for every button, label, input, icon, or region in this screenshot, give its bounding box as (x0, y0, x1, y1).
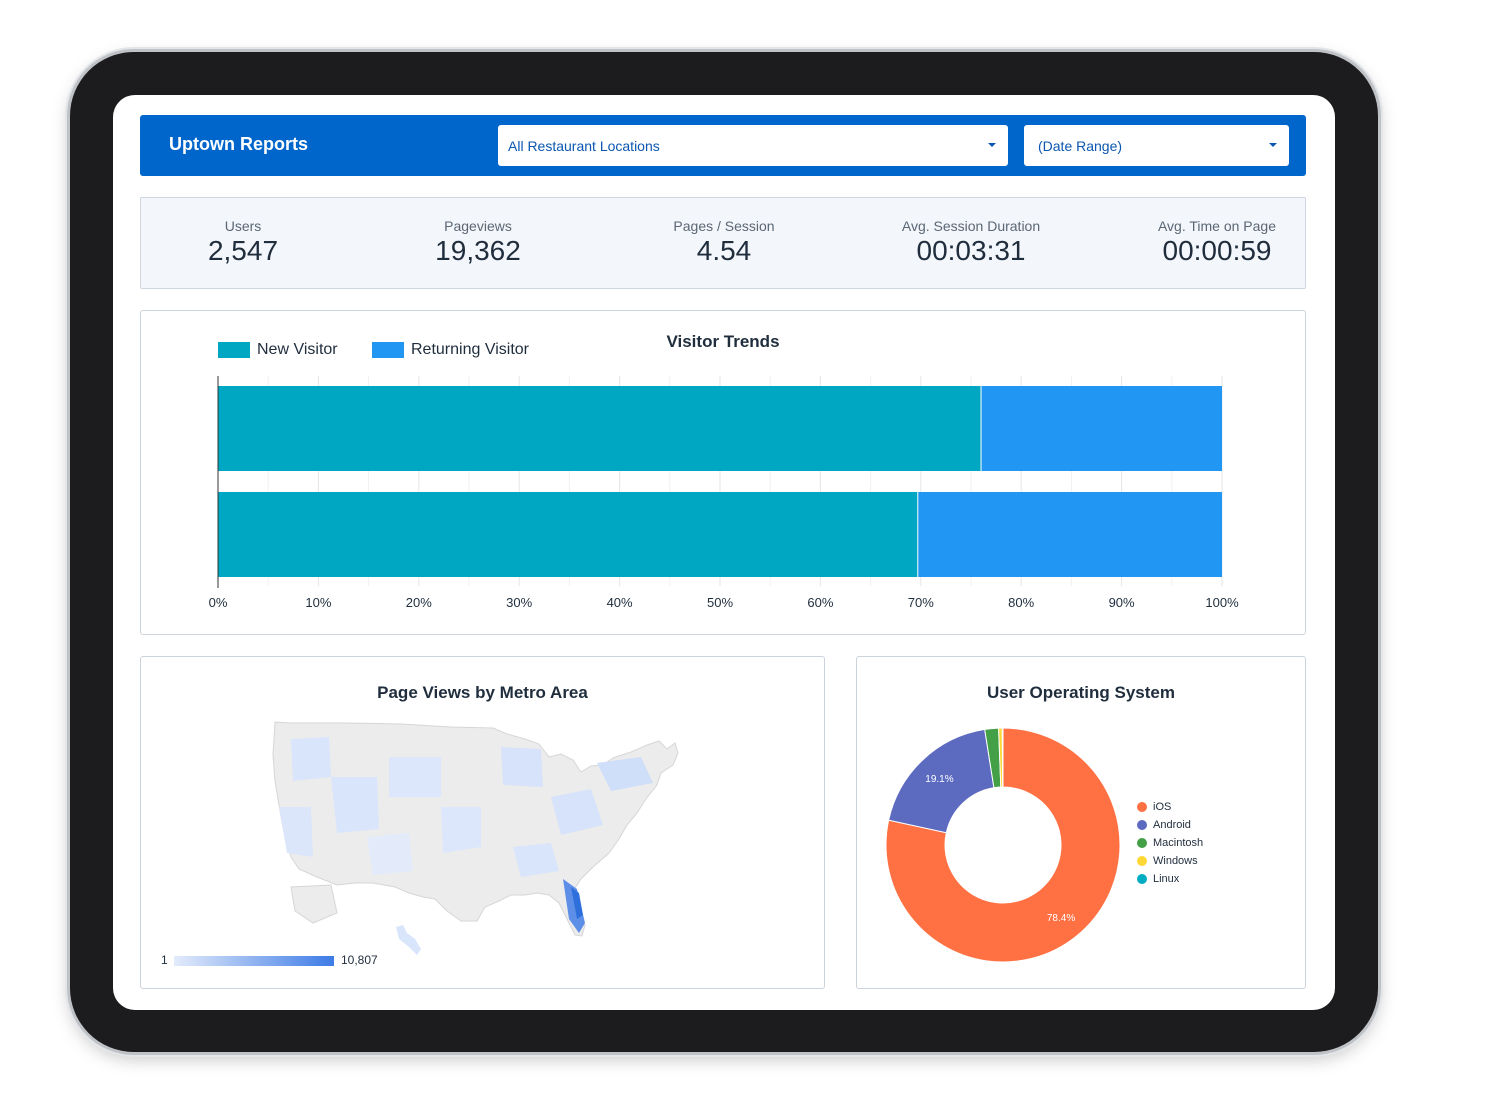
caret-down-icon (1269, 143, 1277, 147)
kpi-label: Pageviews (444, 218, 512, 234)
slice-ios[interactable] (885, 727, 1121, 963)
legend-item-macintosh[interactable]: Macintosh (1137, 837, 1203, 849)
kpi-value: 4.54 (696, 235, 752, 266)
legend-dot-android (1137, 820, 1147, 830)
kpi-value: 00:00:59 (1162, 235, 1272, 266)
legend-item-android[interactable]: Android (1137, 819, 1191, 831)
legend-label-android: Android (1153, 819, 1191, 831)
legend-dot-linux (1137, 874, 1147, 884)
visitor-trends-card: Visitor Trends New Visitor Returning Vis… (140, 310, 1306, 635)
x-tick-label: 20% (406, 595, 432, 610)
kpi-label: Avg. Session Duration (901, 218, 1041, 234)
legend-swatch-new-visitor (218, 342, 250, 358)
x-tick-label: 50% (707, 595, 733, 610)
legend-dot-macintosh (1137, 838, 1147, 848)
slice-linux[interactable] (1001, 727, 1004, 788)
chart-title: Visitor Trends (666, 332, 780, 351)
us-map-shape (272, 721, 679, 955)
kpi-pageviews: Pageviews 19,362 (378, 218, 578, 267)
legend-swatch-returning-visitor (372, 342, 404, 358)
date-range-dropdown[interactable]: (Date Range) (1024, 125, 1289, 166)
legend-label-new-visitor[interactable]: New Visitor (257, 341, 338, 358)
chart-title: User Operating System (986, 683, 1175, 702)
slice-label: 78.4% (1047, 913, 1075, 924)
kpi-panel: Users 2,547 Pageviews 19,362 Pages / Ses… (140, 197, 1306, 289)
legend-dot-windows (1137, 856, 1147, 866)
legend-item-linux[interactable]: Linux (1137, 873, 1179, 885)
legend-label-returning-visitor[interactable]: Returning Visitor (411, 341, 529, 358)
scale-max-label: 10,807 (341, 953, 378, 967)
location-dropdown[interactable]: All Restaurant Locations (498, 125, 1008, 166)
kpi-users: Users 2,547 (143, 218, 343, 267)
bar-new-visitor[interactable] (218, 492, 918, 577)
kpi-label: Users (224, 218, 262, 234)
bar-returning-visitor[interactable] (981, 386, 1222, 471)
x-tick-label: 100% (1205, 595, 1239, 610)
kpi-label: Avg. Time on Page (1157, 218, 1277, 234)
kpi-value: 2,547 (207, 235, 279, 266)
location-dropdown-label: All Restaurant Locations (508, 137, 660, 154)
slice-android[interactable] (888, 728, 995, 834)
kpi-avg-time-on-page: Avg. Time on Page 00:00:59 (1117, 218, 1317, 267)
x-tick-label: 10% (305, 595, 331, 610)
slice-label: 19.1% (925, 774, 953, 785)
caret-down-icon (988, 143, 996, 147)
legend-item-windows[interactable]: Windows (1137, 855, 1198, 867)
legend-dot-ios (1137, 802, 1147, 812)
x-tick-label: 90% (1109, 595, 1135, 610)
os-card: User Operating System 78.4% 19.1% iOS And… (856, 656, 1306, 989)
x-tick-label: 60% (807, 595, 833, 610)
legend-label-windows: Windows (1153, 855, 1198, 867)
legend-label-linux: Linux (1153, 873, 1180, 885)
legend-label-macintosh: Macintosh (1153, 837, 1204, 849)
x-tick-label: 80% (1008, 595, 1034, 610)
os-donut-chart[interactable]: 78.4% 19.1% (857, 657, 1305, 988)
us-metro-map[interactable]: 1 10,807 (141, 657, 824, 988)
kpi-avg-session-duration: Avg. Session Duration 00:03:31 (871, 218, 1071, 267)
kpi-value: 00:03:31 (916, 235, 1026, 266)
legend-label-ios: iOS (1153, 801, 1172, 813)
bar-new-visitor[interactable] (218, 386, 982, 471)
color-scale-bar (174, 956, 334, 966)
dashboard-screen: Uptown Reports All Restaurant Locations … (113, 95, 1335, 1010)
visitor-trends-chart: 0% 10% 20% 30% 40% 50% 60% 70% 80% 90% 100% (209, 376, 1239, 610)
x-tick-label: 40% (607, 595, 633, 610)
app-title: Uptown Reports (169, 134, 308, 154)
kpi-label: Pages / Session (673, 218, 775, 234)
legend-item-ios[interactable]: iOS (1137, 801, 1171, 813)
kpi-pages-per-session: Pages / Session 4.54 (624, 218, 824, 267)
chart-title: Page Views by Metro Area (377, 683, 588, 702)
date-range-dropdown-label: (Date Range) (1038, 137, 1123, 154)
metro-map-card: Page Views by Metro Area 1 10,807 (140, 656, 825, 989)
x-tick-label: 0% (209, 595, 228, 610)
bar-returning-visitor[interactable] (917, 492, 1222, 577)
kpi-value: 19,362 (435, 235, 521, 266)
x-tick-label: 70% (908, 595, 934, 610)
app-header: Uptown Reports All Restaurant Locations … (140, 115, 1306, 176)
scale-min-label: 1 (161, 953, 168, 967)
x-tick-label: 30% (506, 595, 532, 610)
